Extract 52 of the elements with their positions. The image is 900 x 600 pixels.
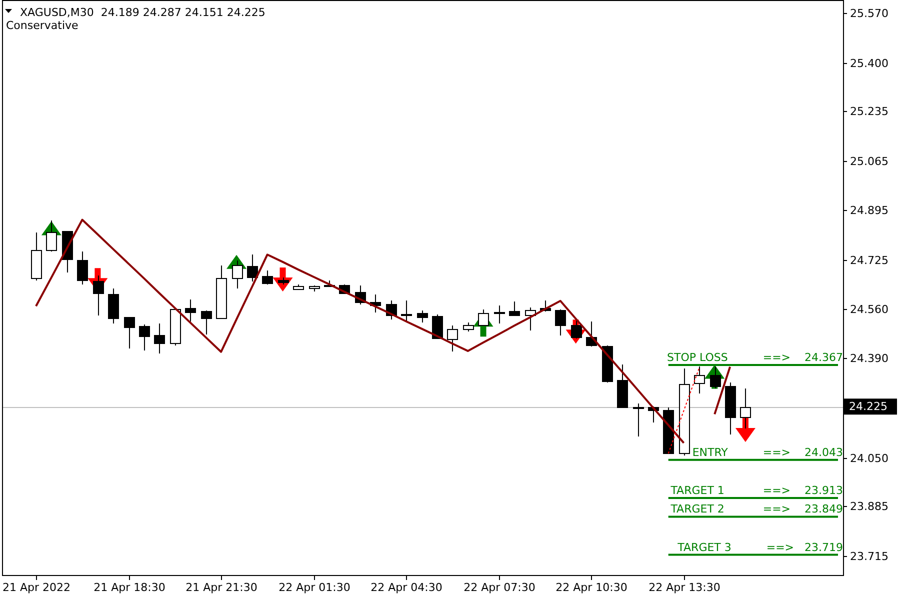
y-tick-label: 25.400 [850,57,888,70]
y-tick-label: 24.895 [850,204,888,217]
ref-line-label: 24.225 [849,400,888,414]
candlestick [571,320,582,339]
candlestick [247,254,258,282]
candlestick [154,323,165,354]
candlestick [401,300,412,323]
y-tick-label: 25.235 [850,105,888,118]
candlestick [694,366,705,394]
candlestick [77,251,88,285]
candlestick [108,288,119,324]
x-tick-label: 22 Apr 04:30 [370,581,442,594]
y-tick-label: 23.715 [850,550,888,563]
series-label: ENTRY ==> 24.043 [692,446,843,459]
y-tick-label: 24.725 [850,254,888,267]
series-label: TARGET 1 ==> 23.913 [670,484,843,497]
x-tick-label: 21 Apr 2022 [2,581,71,594]
candlestick [447,325,458,352]
x-tick-label: 22 Apr 01:30 [278,581,350,594]
x-tick-label: 22 Apr 07:30 [464,581,536,594]
candlestick [124,317,135,349]
candlestick [93,275,104,316]
candlestick [478,309,489,326]
series-label: TARGET 2 ==> 23.849 [670,502,843,516]
y-tick-label: 25.570 [850,7,888,20]
point [735,418,756,442]
candlestick [633,403,644,437]
series-label: TARGET 3 ==> 23.719 [676,540,843,554]
x-tick-label: 21 Apr 21:30 [186,581,258,594]
candlestick [232,260,243,289]
candlestick [139,324,150,351]
candlestick [509,301,520,316]
x-tick-label: 22 Apr 13:30 [648,581,720,594]
y-tick-label: 25.065 [850,155,888,168]
y-tick-label: 24.390 [850,352,888,365]
x-tick-label: 22 Apr 10:30 [556,581,628,594]
y-tick-label: 24.050 [850,452,888,465]
candlestick [740,388,751,429]
candlestick [201,310,212,335]
candlestick [262,270,273,285]
candlestick [185,299,196,322]
y-tick-label: 24.560 [850,303,888,316]
candlestick [494,305,505,324]
text: XAGUSD,M30 24.189 24.287 24.151 24.225 [20,6,266,19]
y-tick-label: 23.885 [850,500,888,513]
x-tick-label: 21 Apr 18:30 [94,581,166,594]
candlestick [555,309,566,336]
candlestick [46,220,57,252]
series-label: STOP LOSS ==> 24.367 [667,351,843,364]
text: Conservative [6,19,79,32]
candlestick [417,310,428,323]
candlestick [710,366,721,389]
